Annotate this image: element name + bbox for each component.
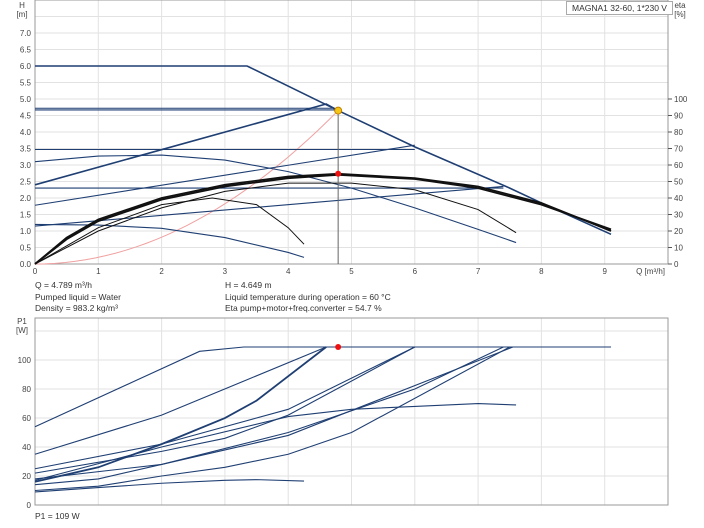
x-tick-label: 1	[96, 267, 101, 276]
x-tick-label: 4	[286, 267, 291, 276]
y-tick-label: 4.0	[20, 128, 32, 137]
p1-curve	[34, 346, 327, 483]
duty-point-marker	[334, 106, 343, 115]
y2-tick-label: 30	[674, 211, 683, 220]
y2-tick-label: 100	[674, 95, 688, 104]
y2-tick-label: 20	[674, 227, 683, 236]
y2-axis-label: eta	[674, 1, 686, 10]
head-curve	[35, 65, 612, 236]
y2-tick-label: 70	[674, 145, 683, 154]
eta-curve	[34, 182, 517, 265]
y2-tick-label: 40	[674, 194, 683, 203]
x-tick-label: 0	[33, 267, 38, 276]
p1-point-marker	[335, 343, 342, 350]
y-tick-label: 2.5	[20, 178, 32, 187]
p1-curve	[34, 346, 612, 428]
p1-tick-label: 100	[18, 356, 32, 365]
x-tick-label: 5	[349, 267, 354, 276]
y-tick-label: 7.0	[20, 29, 32, 38]
head-curve	[34, 185, 504, 227]
x-axis-label: Q [m³/h]	[636, 267, 665, 276]
head-curve	[34, 144, 415, 206]
info-temp: Liquid temperature during operation = 60…	[225, 292, 391, 302]
p1-tick-label: 40	[22, 443, 31, 452]
y2-tick-label: 80	[674, 128, 683, 137]
y-tick-label: 5.0	[20, 95, 32, 104]
y-tick-label: 1.5	[20, 211, 32, 220]
head-curve	[34, 154, 517, 244]
y2-tick-label: 60	[674, 161, 683, 170]
plot-frame-bottom	[34, 317, 669, 506]
y-tick-label: 3.5	[20, 145, 32, 154]
info-q: Q = 4.789 m³/h	[35, 280, 92, 290]
info-h: H = 4.649 m	[225, 280, 272, 290]
y-tick-label: 0.5	[20, 244, 32, 253]
p1-curve	[34, 346, 504, 480]
p1-tick-label: 60	[22, 414, 31, 423]
head-curve	[34, 103, 339, 186]
y-tick-label: 2.0	[20, 194, 32, 203]
y-tick-label: 4.5	[20, 112, 32, 121]
y2-tick-label: 50	[674, 178, 683, 187]
info-liquid: Pumped liquid = Water	[35, 292, 121, 302]
y-tick-label: 6.5	[20, 46, 32, 55]
y-tick-label: 5.5	[20, 79, 32, 88]
p1-curve	[34, 346, 327, 455]
p1-curve	[34, 346, 511, 492]
y-tick-label: 6.0	[20, 62, 32, 71]
p1-curve	[34, 479, 305, 493]
p1-tick-label: 80	[22, 385, 31, 394]
eta-curve	[34, 173, 612, 265]
x-tick-label: 7	[476, 267, 481, 276]
legend-box: MAGNA1 32-60, 1*230 V	[566, 1, 673, 15]
info-eta: Eta pump+motor+freq.converter = 54.7 %	[225, 303, 382, 313]
y-axis-label: H	[19, 1, 25, 10]
system-curve	[34, 110, 339, 265]
eta-curve	[34, 172, 612, 265]
y2-tick-label: 0	[674, 260, 679, 269]
y2-tick-label: 90	[674, 112, 683, 121]
y2-axis-unit: [%]	[674, 10, 686, 19]
x-tick-label: 8	[539, 267, 544, 276]
x-tick-label: 3	[223, 267, 228, 276]
info-p1: P1 = 109 W	[35, 511, 80, 521]
x-tick-label: 2	[159, 267, 164, 276]
p1-axis-label: P1	[17, 317, 27, 326]
eta-point-marker	[335, 170, 342, 177]
eta-curve	[34, 197, 305, 265]
p1-curve	[34, 402, 517, 481]
y-axis-unit: [m]	[16, 10, 27, 19]
y2-tick-label: 10	[674, 244, 683, 253]
x-tick-label: 6	[413, 267, 418, 276]
y-tick-label: 0.0	[20, 260, 32, 269]
p1-tick-label: 0	[27, 501, 32, 510]
y-tick-label: 3.0	[20, 161, 32, 170]
y-tick-label: 1.0	[20, 227, 32, 236]
p1-curve	[34, 346, 416, 470]
p1-axis-unit: [W]	[16, 326, 28, 335]
p1-curve	[34, 346, 514, 486]
x-tick-label: 9	[602, 267, 607, 276]
info-density: Density = 983.2 kg/m³	[35, 303, 118, 313]
p1-tick-label: 20	[22, 472, 31, 481]
